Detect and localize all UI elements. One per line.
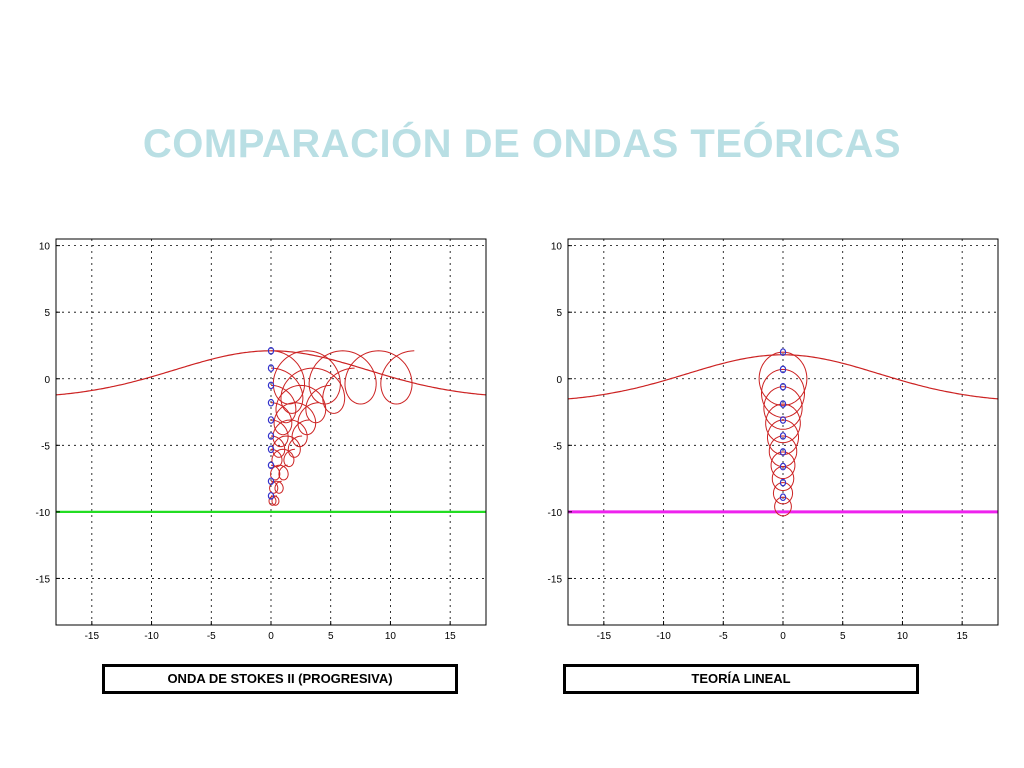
- y-tick-label-1: 5: [44, 308, 50, 319]
- y-tick-label-0: 10: [39, 242, 51, 253]
- y-tick-label-5: -15: [36, 574, 51, 585]
- x-tick-label-2: -5: [719, 631, 728, 642]
- particle-trajectory-5: [270, 435, 303, 458]
- particle-trajectory-2: [763, 386, 803, 430]
- particle-marker-7: [267, 461, 275, 470]
- particle-trajectory-2: [270, 384, 331, 424]
- x-tick-label-5: 10: [897, 631, 909, 642]
- x-tick-label-0: -15: [85, 631, 100, 642]
- particle-marker-6: [267, 445, 275, 454]
- linear-wave-caption: TEORÍA LINEAL: [563, 664, 919, 694]
- x-tick-label-6: 15: [957, 631, 969, 642]
- particle-marker-6: [779, 448, 787, 456]
- x-tick-label-2: -5: [207, 631, 216, 642]
- particle-marker-7: [779, 462, 787, 471]
- x-tick-label-3: 0: [780, 631, 786, 642]
- particle-trajectory-8: [772, 482, 794, 505]
- particle-marker-4: [779, 416, 787, 424]
- stokes-wave-chart: -15 -10 -5 0 5 10 15 10 5 0 -5 -10 -15: [36, 238, 487, 642]
- particle-marker-9: [779, 493, 787, 502]
- x-tick-label-4: 5: [328, 631, 334, 642]
- particle-trajectory-9: [774, 496, 792, 517]
- x-tick-label-3: 0: [268, 631, 274, 642]
- x-tick-label-1: -10: [144, 631, 159, 642]
- y-tick-label-1: 5: [556, 308, 562, 319]
- particle-trajectory-6: [770, 451, 796, 480]
- x-tick-label-5: 10: [385, 631, 397, 642]
- particle-trajectory-1: [270, 367, 355, 414]
- y-tick-label-4: -10: [36, 508, 51, 519]
- y-tick-label-2: 0: [44, 375, 50, 386]
- particle-marker-1: [779, 365, 787, 374]
- particle-marker-1: [267, 364, 275, 372]
- particle-trajectory-0: [758, 351, 808, 406]
- particle-marker-8: [267, 477, 275, 486]
- x-tick-label-0: -15: [597, 631, 612, 642]
- particle-trajectory-8: [269, 480, 284, 494]
- stokes-wave-caption: ONDA DE STOKES II (PROGRESIVA): [102, 664, 458, 694]
- particle-trajectory-3: [270, 402, 319, 436]
- particle-marker-5: [267, 432, 275, 440]
- particle-trajectory-7: [771, 466, 795, 492]
- slide-title: COMPARACIÓN DE ONDAS TEÓRICAS: [142, 122, 902, 166]
- particle-trajectory-7: [270, 464, 289, 481]
- particle-marker-3: [779, 400, 787, 408]
- particle-marker-9: [267, 492, 275, 500]
- linear-wave-chart: -15 -10 -5 0 5 10 15 10 5 0 -5 -10 -15: [548, 238, 999, 642]
- x-tick-label-6: 15: [445, 631, 457, 642]
- particle-trajectory-6: [270, 448, 295, 468]
- particle-trajectory-1: [760, 368, 806, 418]
- particle-trajectory-0: [270, 350, 415, 405]
- y-tick-label-3: -5: [553, 441, 562, 452]
- particle-marker-2: [267, 381, 275, 390]
- particle-marker-4: [267, 416, 275, 424]
- x-tick-label-1: -10: [656, 631, 671, 642]
- y-tick-label-4: -10: [548, 508, 563, 519]
- x-tick-label-4: 5: [840, 631, 846, 642]
- particle-marker-2: [779, 382, 787, 391]
- y-tick-label-2: 0: [556, 375, 562, 386]
- y-tick-label-0: 10: [551, 242, 563, 253]
- y-tick-label-3: -5: [41, 441, 50, 452]
- particle-marker-5: [779, 432, 787, 440]
- particle-marker-0: [267, 347, 275, 355]
- particle-marker-3: [267, 398, 275, 407]
- wave-profile: [55, 350, 487, 396]
- particle-marker-0: [779, 348, 787, 356]
- wave-profile: [567, 354, 999, 400]
- particle-trajectory-3: [765, 403, 801, 444]
- particle-marker-8: [779, 478, 787, 487]
- y-tick-label-5: -15: [548, 574, 563, 585]
